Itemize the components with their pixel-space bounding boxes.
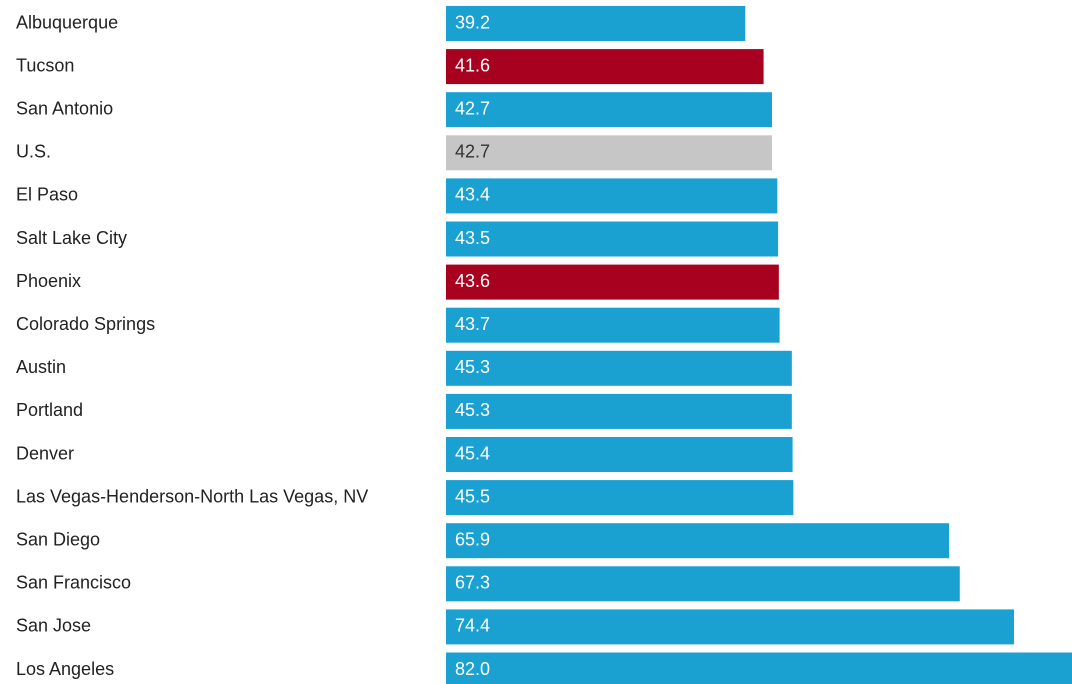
category-label: Phoenix (16, 271, 81, 291)
bar (446, 221, 779, 257)
category-label: Los Angeles (16, 659, 114, 679)
category-label: San Francisco (16, 573, 131, 593)
bar (446, 566, 960, 602)
value-label: 43.7 (455, 314, 490, 334)
value-label: 39.2 (455, 12, 490, 32)
value-label: 45.3 (455, 400, 490, 420)
value-label: 41.6 (455, 55, 490, 75)
value-label: 74.4 (455, 616, 490, 636)
value-label: 43.6 (455, 271, 490, 291)
category-label: Colorado Springs (16, 314, 155, 334)
category-label: San Antonio (16, 98, 113, 118)
value-label: 43.4 (455, 185, 490, 205)
value-label: 82.0 (455, 659, 490, 679)
category-label: Tucson (16, 55, 74, 75)
value-label: 67.3 (455, 573, 490, 593)
bar (446, 178, 778, 214)
bar (446, 307, 780, 343)
value-label: 45.5 (455, 486, 490, 506)
bar (446, 393, 792, 429)
category-label: San Jose (16, 616, 91, 636)
bar (446, 49, 764, 85)
bar (446, 350, 792, 386)
bar (446, 264, 779, 300)
bar (446, 6, 746, 41)
category-label: Albuquerque (16, 12, 118, 32)
category-label: Denver (16, 443, 74, 463)
category-label: El Paso (16, 185, 78, 205)
bar (446, 609, 1014, 645)
bar (446, 92, 772, 128)
category-label: Las Vegas-Henderson-North Las Vegas, NV (16, 486, 368, 506)
bar (446, 523, 950, 559)
bar (446, 437, 793, 472)
category-label: U.S. (16, 142, 51, 162)
value-label: 42.7 (455, 98, 490, 118)
value-label: 42.7 (455, 142, 490, 162)
category-label: Portland (16, 400, 83, 420)
category-label: San Diego (16, 529, 100, 549)
bar (446, 480, 794, 516)
bar (446, 135, 772, 171)
category-label: Salt Lake City (16, 228, 127, 248)
value-label: 45.4 (455, 443, 490, 463)
value-label: 45.3 (455, 357, 490, 377)
value-label: 65.9 (455, 529, 490, 549)
category-label: Austin (16, 357, 66, 377)
value-label: 43.5 (455, 228, 490, 248)
bar (446, 652, 1072, 684)
